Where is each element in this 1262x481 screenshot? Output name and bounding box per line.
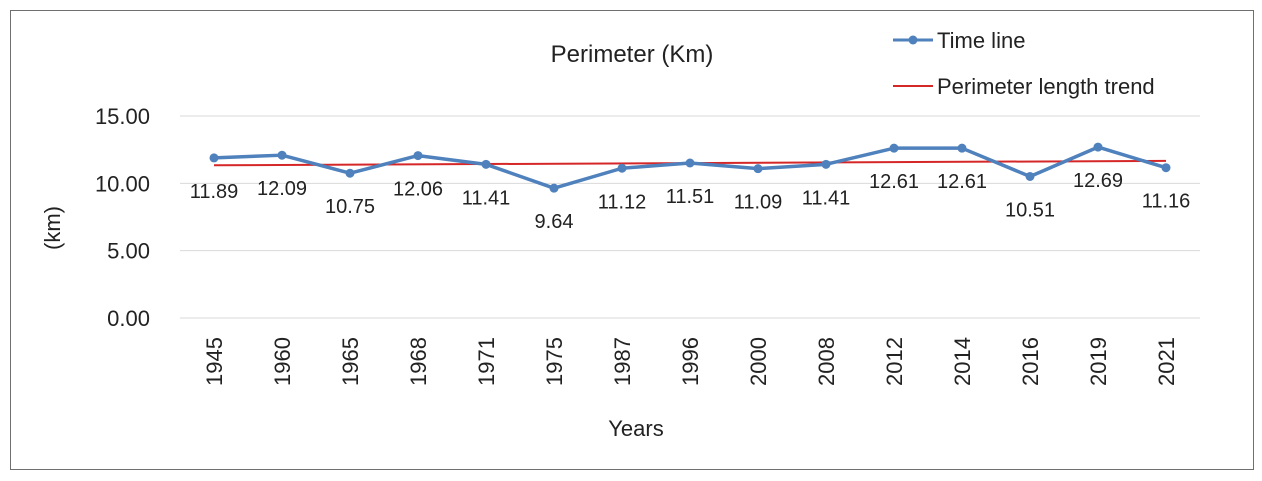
data-label: 9.64: [535, 211, 574, 233]
data-label: 11.09: [734, 192, 783, 214]
data-label: 12.61: [937, 171, 987, 193]
x-tick-label: 1975: [542, 337, 567, 386]
data-point: [1025, 171, 1035, 181]
legend-trend-label: Perimeter length trend: [937, 74, 1155, 99]
y-tick-label: 5.00: [107, 239, 150, 264]
x-tick-label: 1960: [270, 337, 295, 386]
x-tick-label: 1987: [610, 337, 635, 386]
x-tick-label: 1971: [474, 337, 499, 386]
data-label: 10.75: [325, 196, 375, 218]
data-labels: 11.89 12.09 10.75 12.06 11.41 9.64 11.12 11.51 1…: [190, 170, 1191, 233]
gridlines: [180, 115, 1200, 319]
data-label: 12.09: [257, 178, 307, 200]
y-axis-label: (km): [40, 206, 65, 250]
data-point: [957, 143, 967, 153]
x-tick-label: 1945: [202, 337, 227, 386]
y-tick-label: 10.00: [95, 171, 150, 196]
data-point: [685, 158, 695, 168]
data-point: [821, 159, 831, 169]
x-tick-label: 1968: [406, 337, 431, 386]
data-point: [889, 143, 899, 153]
x-tick-label: 1996: [678, 337, 703, 386]
data-point: [753, 164, 763, 174]
data-label: 11.41: [802, 187, 851, 209]
legend: Time line Perimeter length trend: [893, 28, 1155, 99]
y-tick-label: 15.00: [95, 104, 150, 129]
data-point: [481, 159, 491, 169]
data-label: 12.06: [393, 179, 443, 201]
data-point: [1161, 163, 1171, 173]
legend-timeline-label: Time line: [937, 28, 1025, 53]
x-axis-label: Years: [608, 416, 663, 441]
y-tick-label: 0.00: [107, 306, 150, 331]
data-point: [413, 151, 423, 161]
data-label: 11.89: [190, 181, 239, 203]
data-label: 11.12: [598, 191, 647, 213]
x-tick-label: 2014: [950, 337, 975, 386]
x-tick-label: 2000: [746, 337, 771, 386]
data-label: 10.51: [1005, 199, 1055, 221]
data-point: [549, 183, 559, 193]
chart-title: Perimeter (Km): [551, 41, 714, 68]
data-point: [277, 150, 287, 160]
legend-timeline-marker: [908, 35, 918, 45]
data-label: 12.69: [1073, 170, 1123, 192]
data-point: [209, 153, 219, 163]
x-tick-label: 2021: [1154, 337, 1179, 386]
x-tick-label: 2016: [1018, 337, 1043, 386]
data-point: [345, 168, 355, 178]
chart-frame: [10, 10, 1254, 470]
data-label: 11.51: [666, 186, 715, 208]
x-tick-label: 2019: [1086, 337, 1111, 386]
x-tick-label: 2012: [882, 337, 907, 386]
timeline-series: [209, 142, 1171, 193]
data-point: [617, 163, 627, 173]
y-axis-ticks: 0.00 5.00 10.00 15.00: [95, 104, 150, 331]
x-tick-label: 2008: [814, 337, 839, 386]
data-label: 12.61: [869, 171, 919, 193]
x-axis-ticks: 1945 1960 1965 1968 1971 1975 1987 1996 2000 2008…: [202, 337, 1179, 386]
data-label: 11.41: [462, 187, 511, 209]
timeline-line: [213, 145, 1167, 190]
data-point: [1093, 142, 1103, 152]
data-label: 11.16: [1142, 191, 1191, 213]
x-tick-label: 1965: [338, 337, 363, 386]
